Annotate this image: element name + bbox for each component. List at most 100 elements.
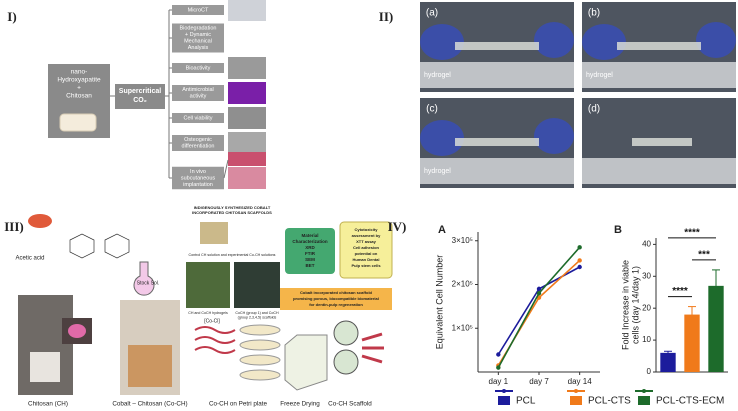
process-illustration xyxy=(15,212,393,395)
coch-solution xyxy=(128,345,172,387)
header-text: INCORPORATED CHITOSAN SCAFFOLDS xyxy=(192,210,272,215)
item-text: activity xyxy=(190,94,207,100)
caption: CH and CoCH hydrogels xyxy=(188,311,228,315)
panel-label: II) xyxy=(379,9,393,24)
photo-label: (a) xyxy=(426,8,438,19)
source-text: nano- xyxy=(71,69,88,76)
item-box xyxy=(172,135,224,151)
series-line xyxy=(497,266,581,355)
petri xyxy=(239,324,281,336)
item-text: Cell viability xyxy=(183,115,212,121)
photo-tag: hydrogel xyxy=(586,72,613,79)
item-text: In vivo xyxy=(190,169,206,175)
glove xyxy=(696,22,736,58)
point xyxy=(536,291,542,296)
chitosan-ring xyxy=(69,233,95,259)
point xyxy=(496,352,501,357)
point xyxy=(536,286,542,292)
process-text: CO₂ xyxy=(133,97,147,104)
item-text: MicroCT xyxy=(188,7,209,13)
y-tick-label: 0 xyxy=(647,367,652,376)
caption: (group 2,3,4,5) scaffolds xyxy=(238,315,277,319)
item-image xyxy=(228,132,266,154)
process-box xyxy=(115,84,165,109)
item-text: differentiation xyxy=(182,144,215,150)
item-box xyxy=(172,113,224,123)
point xyxy=(577,258,582,263)
characterization-text: BET xyxy=(306,263,315,268)
significance-text: **** xyxy=(684,228,700,239)
legend-label: PCL xyxy=(516,396,536,407)
y-tick-label: 10 xyxy=(642,335,651,344)
scaffold-wave xyxy=(194,346,236,354)
item-image xyxy=(228,82,266,104)
stock: Stock Sol. xyxy=(137,280,160,286)
assay-text: Pulp stem cells xyxy=(351,263,381,268)
photo-tag: hydrogel xyxy=(424,168,451,175)
x-tick-label: day 7 xyxy=(529,377,549,386)
item-text: Analysis xyxy=(188,45,209,51)
assay-box xyxy=(339,221,393,279)
panel-label: I) xyxy=(7,9,16,24)
caption: Control CH solution and experimental Co-… xyxy=(189,253,276,257)
point xyxy=(577,245,582,250)
item-text: Mechanical xyxy=(184,39,212,45)
glove xyxy=(534,118,574,154)
conclusion-box xyxy=(280,288,392,310)
item-text: Biodegradation xyxy=(179,26,216,32)
header-text: INDIGENOUSLY SYNTHESIZED COBALT xyxy=(194,205,271,210)
caption: CoCH (group 1) and CoCH xyxy=(235,311,279,315)
hydrogel-strip xyxy=(455,138,539,146)
scaffold-view xyxy=(333,320,359,346)
series-line xyxy=(497,259,581,366)
item-box xyxy=(172,5,224,15)
characterization-box xyxy=(285,228,335,274)
y-tick-label: 3×10⁵ xyxy=(452,236,473,245)
point xyxy=(577,264,582,270)
photo-scaffolds xyxy=(234,262,280,308)
panel-letter: A xyxy=(438,224,446,236)
photo-hydrogels xyxy=(186,262,230,308)
step-label: Cobalt – Chitosan (Co-CH) xyxy=(112,401,187,408)
y-axis-label: Equivalent Cell Number xyxy=(434,255,444,350)
step-label: Co-CH Scaffold xyxy=(328,401,372,408)
source-text: + xyxy=(77,85,81,92)
photo-beaker xyxy=(30,352,60,382)
assay-text: Cell adhesion xyxy=(353,245,380,250)
x-tick-label: day 14 xyxy=(568,377,593,386)
item-text: subcutaneous xyxy=(181,175,215,181)
crab-icon xyxy=(28,214,52,228)
x-tick-label: day 1 xyxy=(489,377,509,386)
conclusion-text: Cobalt incorporated chitosan scaffold xyxy=(300,290,373,295)
legend-label: PCL-CTS-ECM xyxy=(656,396,724,407)
characterization-text: XRD xyxy=(305,245,315,250)
item-box xyxy=(172,23,224,53)
ruler xyxy=(420,62,574,88)
y-tick-label: 2×10⁵ xyxy=(452,280,473,289)
petri xyxy=(239,339,281,351)
scaffold-view xyxy=(333,349,359,375)
bar xyxy=(660,352,676,372)
chitosan-ring xyxy=(104,233,130,259)
characterization-text: Material xyxy=(301,233,318,238)
legend-marker xyxy=(574,389,578,393)
y-axis-label: cells (day 14/day 1) xyxy=(630,266,640,344)
y-tick-label: 20 xyxy=(642,303,651,312)
petri xyxy=(239,354,281,366)
item-box xyxy=(172,166,224,190)
legend-swatch xyxy=(570,396,582,405)
bar xyxy=(708,285,724,372)
ruler xyxy=(420,158,574,184)
cocl: [Co-Cl] xyxy=(204,318,220,324)
y-tick-label: 40 xyxy=(642,239,651,248)
bar xyxy=(684,314,700,372)
scaffold-strips xyxy=(361,332,384,364)
petri xyxy=(239,369,281,381)
item-text: Osteogenic xyxy=(184,137,212,143)
panel-label: IV) xyxy=(388,219,407,234)
photo-label: (b) xyxy=(588,8,600,19)
point xyxy=(496,365,501,370)
step-label: Chitosan (CH) xyxy=(28,401,68,408)
panel-letter: B xyxy=(614,224,622,236)
characterization-text: FTIR xyxy=(305,251,316,256)
